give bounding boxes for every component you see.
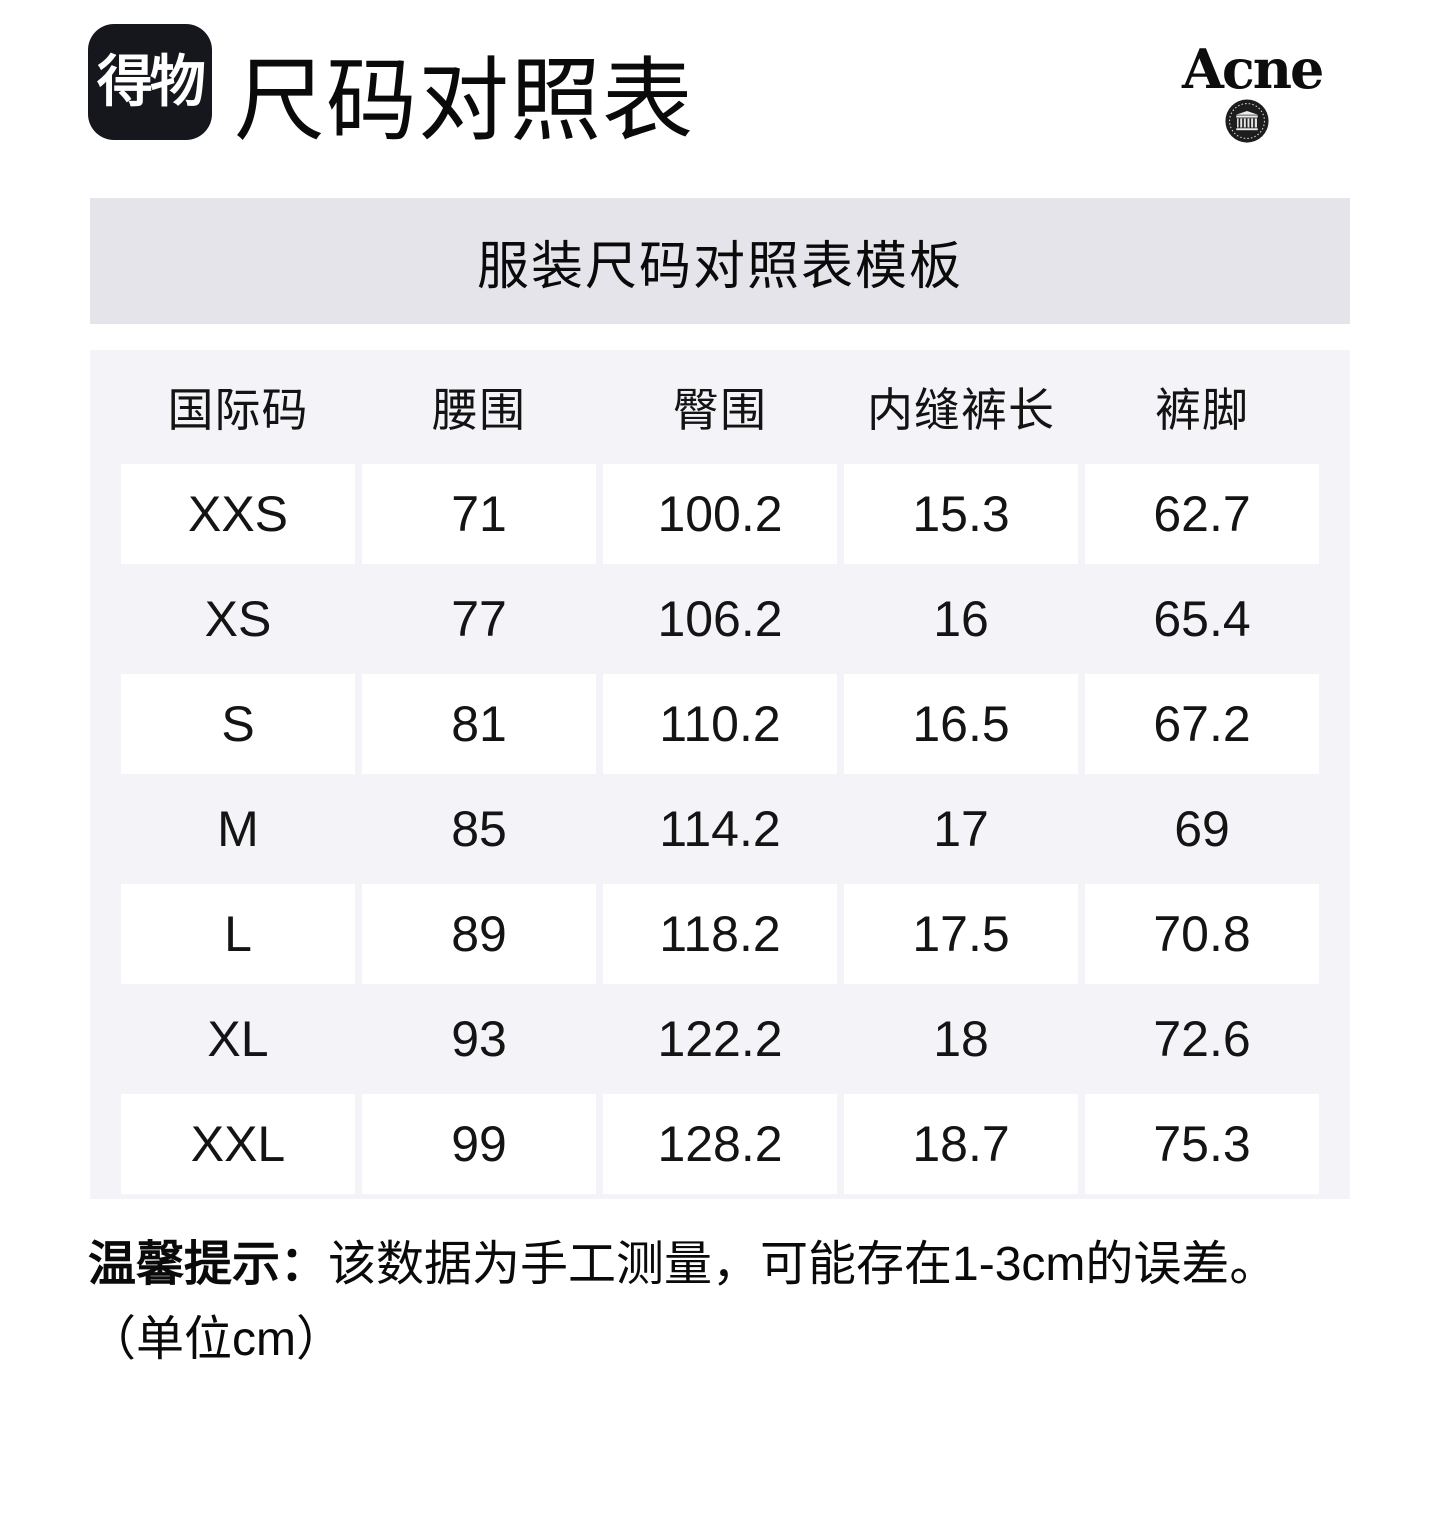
value-cell: 70.8	[1085, 884, 1319, 984]
size-table-section: 国际码 腰围 臀围 内缝裤长 裤脚 XXS 71 100.2 15.3 62.7 XS 77…	[90, 350, 1350, 1199]
value-cell: 106.2	[657, 591, 783, 647]
note-prefix: 温馨提示：	[88, 1238, 329, 1291]
value-cell: 99	[362, 1094, 596, 1194]
size-chart-page: 得物 尺码对照表 Acne 服装尺码对照表模板	[0, 0, 1440, 1372]
table-row: XS 77 106.2 16 65.4	[121, 569, 1319, 669]
column-header-inseam: 内缝裤长	[867, 384, 1055, 436]
size-table: 国际码 腰围 臀围 内缝裤长 裤脚 XXS 71 100.2 15.3 62.7 XS 77…	[114, 350, 1326, 1199]
value-cell: 85	[451, 801, 507, 857]
note-unit: （单位cm）	[88, 1313, 344, 1367]
column-header-hip: 臀围	[673, 384, 767, 436]
value-cell: 75.3	[1085, 1094, 1319, 1194]
table-header-row: 国际码 腰围 臀围 内缝裤长 裤脚	[121, 355, 1319, 459]
value-cell: 77	[451, 591, 507, 647]
column-header-waist: 腰围	[432, 384, 526, 436]
page-header: 得物 尺码对照表 Acne	[0, 0, 1440, 198]
value-cell: 89	[362, 884, 596, 984]
value-cell: 17	[933, 801, 989, 857]
column-header-leg: 裤脚	[1155, 384, 1249, 436]
value-cell: 110.2	[603, 674, 837, 774]
value-cell: 18.7	[844, 1094, 1078, 1194]
note-block: 温馨提示：该数据为手工测量，可能存在1-3cm的误差。 （单位cm）	[88, 1233, 1350, 1372]
size-cell: M	[217, 801, 259, 857]
table-row: S 81 110.2 16.5 67.2	[121, 674, 1319, 774]
table-row: L 89 118.2 17.5 70.8	[121, 884, 1319, 984]
table-row: XXL 99 128.2 18.7 75.3	[121, 1094, 1319, 1194]
table-row: M 85 114.2 17 69	[121, 779, 1319, 879]
size-cell: XS	[204, 591, 272, 647]
size-cell: XL	[207, 1011, 269, 1067]
value-cell: 72.6	[1153, 1011, 1251, 1067]
size-table-body: XXS 71 100.2 15.3 62.7 XS 77 106.2 16 65.4 S 81 110.…	[121, 464, 1319, 1194]
size-cell: XXS	[121, 464, 355, 564]
brand-name: Acne	[1182, 37, 1324, 101]
value-cell: 128.2	[603, 1094, 837, 1194]
value-cell: 67.2	[1085, 674, 1319, 774]
table-title-banner: 服装尺码对照表模板	[90, 198, 1350, 324]
value-cell: 17.5	[844, 884, 1078, 984]
brand-block: Acne	[1182, 37, 1324, 144]
note-line: 温馨提示：该数据为手工测量，可能存在1-3cm的误差。	[88, 1233, 1350, 1296]
value-cell: 69	[1174, 801, 1230, 857]
brand-seal-icon	[1225, 99, 1269, 143]
value-cell: 81	[362, 674, 596, 774]
page-title: 尺码对照表	[234, 51, 695, 152]
dewu-logo-text: 得物	[97, 50, 206, 113]
value-cell: 93	[451, 1011, 507, 1067]
value-cell: 100.2	[603, 464, 837, 564]
table-row: XXS 71 100.2 15.3 62.7	[121, 464, 1319, 564]
value-cell: 62.7	[1085, 464, 1319, 564]
value-cell: 71	[362, 464, 596, 564]
value-cell: 122.2	[657, 1011, 783, 1067]
size-cell: S	[121, 674, 355, 774]
dewu-logo: 得物	[88, 24, 212, 140]
value-cell: 16.5	[844, 674, 1078, 774]
value-cell: 16	[933, 591, 989, 647]
value-cell: 114.2	[659, 801, 781, 857]
value-cell: 18	[933, 1011, 989, 1067]
value-cell: 118.2	[603, 884, 837, 984]
note-text: 该数据为手工测量，可能存在1-3cm的误差。	[328, 1238, 1278, 1291]
table-title: 服装尺码对照表模板	[476, 237, 963, 296]
size-cell: L	[121, 884, 355, 984]
size-cell: XXL	[121, 1094, 355, 1194]
column-header-size: 国际码	[167, 384, 309, 436]
table-row: XL 93 122.2 18 72.6	[121, 989, 1319, 1089]
value-cell: 15.3	[844, 464, 1078, 564]
value-cell: 65.4	[1153, 591, 1251, 647]
